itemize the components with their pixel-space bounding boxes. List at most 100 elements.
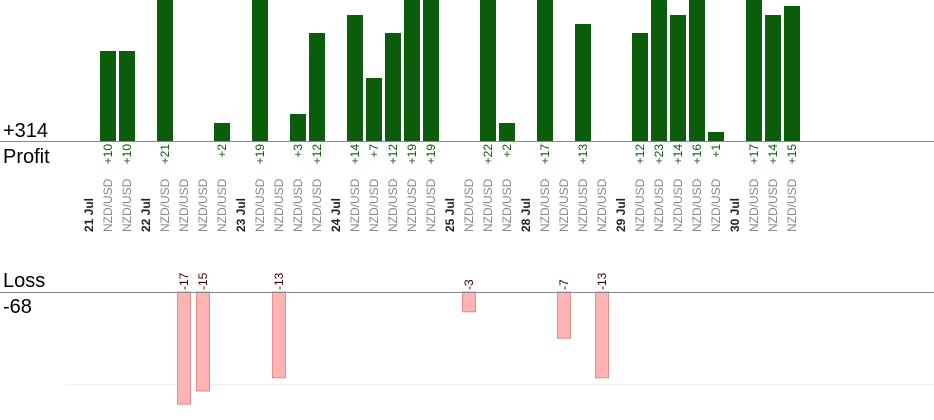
loss-bar bbox=[177, 291, 191, 405]
profit-value-label: +17 bbox=[747, 144, 761, 165]
loss-label: Loss bbox=[3, 270, 45, 292]
profit-bar bbox=[689, 0, 705, 141]
pair-label: NZD/USD bbox=[215, 178, 229, 232]
profit-bar bbox=[537, 0, 553, 141]
loss-value-label: -13 bbox=[595, 272, 609, 290]
profit-value-label: +22 bbox=[481, 144, 495, 165]
profit-bar bbox=[157, 0, 173, 141]
loss-bar bbox=[557, 291, 571, 339]
loss-value-label: -15 bbox=[196, 272, 210, 290]
profit-bar bbox=[290, 114, 306, 141]
profit-value-label: +2 bbox=[500, 144, 514, 158]
profit-bar bbox=[746, 0, 762, 141]
profit-value-label: +12 bbox=[310, 144, 324, 165]
pair-label: NZD/USD bbox=[538, 178, 552, 232]
profit-bar bbox=[252, 0, 268, 141]
profit-label: Profit bbox=[3, 146, 50, 168]
profit-bar bbox=[119, 51, 135, 141]
profit-value-label: +14 bbox=[671, 144, 685, 165]
pair-label: NZD/USD bbox=[367, 178, 381, 232]
date-label: 29 Jul bbox=[614, 198, 628, 232]
date-label: 21 Jul bbox=[82, 198, 96, 232]
profit-value-label: +19 bbox=[405, 144, 419, 165]
pair-label: NZD/USD bbox=[709, 178, 723, 232]
pair-label: NZD/USD bbox=[101, 178, 115, 232]
loss-value-label: -3 bbox=[462, 279, 476, 290]
pair-label: NZD/USD bbox=[766, 178, 780, 232]
pair-label: NZD/USD bbox=[481, 178, 495, 232]
loss-bar bbox=[272, 291, 286, 379]
profit-value-label: +23 bbox=[652, 144, 666, 165]
profit-bar bbox=[670, 15, 686, 141]
profit-value-label: +21 bbox=[158, 144, 172, 165]
date-label: 30 Jul bbox=[728, 198, 742, 232]
profit-value-label: +10 bbox=[101, 144, 115, 165]
profit-bar bbox=[651, 0, 667, 141]
profit-bar bbox=[480, 0, 496, 141]
pair-label: NZD/USD bbox=[272, 178, 286, 232]
profit-value-label: +17 bbox=[538, 144, 552, 165]
profit-value-label: +14 bbox=[348, 144, 362, 165]
pair-label: NZD/USD bbox=[291, 178, 305, 232]
pair-label: NZD/USD bbox=[633, 178, 647, 232]
pair-label: NZD/USD bbox=[424, 178, 438, 232]
profit-bar bbox=[423, 0, 439, 141]
profit-value-label: +15 bbox=[785, 144, 799, 165]
date-label: 22 Jul bbox=[139, 198, 153, 232]
pair-label: NZD/USD bbox=[462, 178, 476, 232]
profit-bar bbox=[632, 33, 648, 141]
date-label: 28 Jul bbox=[519, 198, 533, 232]
date-label: 23 Jul bbox=[234, 198, 248, 232]
pair-label: NZD/USD bbox=[120, 178, 134, 232]
pair-label: NZD/USD bbox=[690, 178, 704, 232]
profit-bar bbox=[366, 78, 382, 141]
profit-bar bbox=[499, 123, 515, 141]
bars bbox=[100, 0, 800, 405]
profit-value-label: +13 bbox=[576, 144, 590, 165]
pair-label: NZD/USD bbox=[158, 178, 172, 232]
pair-label: NZD/USD bbox=[652, 178, 666, 232]
pair-label: NZD/USD bbox=[386, 178, 400, 232]
pair-label: NZD/USD bbox=[785, 178, 799, 232]
profit-bar bbox=[100, 51, 116, 141]
pair-label: NZD/USD bbox=[177, 178, 191, 232]
pair-label: NZD/USD bbox=[747, 178, 761, 232]
date-label: 25 Jul bbox=[443, 198, 457, 232]
pair-label: NZD/USD bbox=[557, 178, 571, 232]
loss-bar bbox=[462, 291, 476, 313]
profit-value-label: +3 bbox=[291, 144, 305, 158]
pair-label: NZD/USD bbox=[253, 178, 267, 232]
pair-label: NZD/USD bbox=[595, 178, 609, 232]
labels: 21 Jul NZD/USD +10 NZD/USD +10 22 Jul NZD/USD +… bbox=[82, 144, 799, 290]
pair-label: NZD/USD bbox=[310, 178, 324, 232]
pair-label: NZD/USD bbox=[671, 178, 685, 232]
profit-value-label: +19 bbox=[424, 144, 438, 165]
profit-bar bbox=[385, 33, 401, 141]
profit-bar bbox=[784, 6, 800, 141]
profit-value-label: +10 bbox=[120, 144, 134, 165]
loss-bar bbox=[196, 291, 210, 392]
loss-value-label: -17 bbox=[177, 272, 191, 290]
profit-value-label: +12 bbox=[386, 144, 400, 165]
profit-value-label: +7 bbox=[367, 144, 381, 158]
profit-value-label: +2 bbox=[215, 144, 229, 158]
profit-value-label: +19 bbox=[253, 144, 267, 165]
axes bbox=[0, 141, 934, 293]
loss-value-label: -13 bbox=[272, 272, 286, 290]
date-label: 24 Jul bbox=[329, 198, 343, 232]
loss-total: -68 bbox=[3, 296, 32, 318]
pair-label: NZD/USD bbox=[405, 178, 419, 232]
pair-label: NZD/USD bbox=[348, 178, 362, 232]
profit-bar bbox=[765, 15, 781, 141]
profit-value-label: +16 bbox=[690, 144, 704, 165]
pair-label: NZD/USD bbox=[196, 178, 210, 232]
profit-bar bbox=[404, 0, 420, 141]
profit-value-label: +14 bbox=[766, 144, 780, 165]
loss-value-label: -7 bbox=[557, 279, 571, 290]
profit-value-label: +12 bbox=[633, 144, 647, 165]
profit-total: +314 bbox=[3, 120, 48, 142]
pair-label: NZD/USD bbox=[500, 178, 514, 232]
profit-bar bbox=[708, 132, 724, 141]
pair-label: NZD/USD bbox=[576, 178, 590, 232]
